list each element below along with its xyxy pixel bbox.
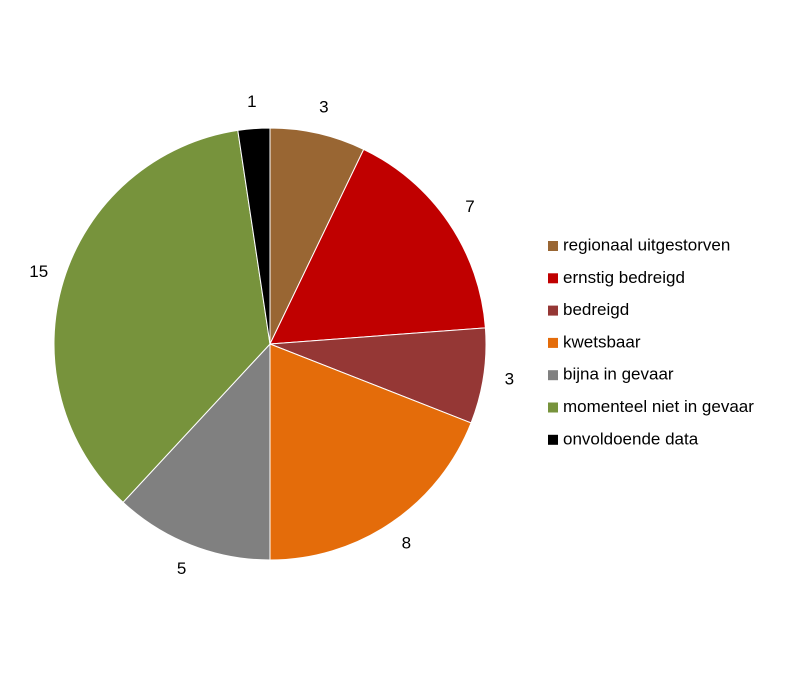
legend-label: kwetsbaar [563,332,641,351]
pie-slice [269,343,472,561]
legend-swatch [548,241,558,251]
data-label: 15 [29,262,48,281]
data-label: 8 [402,533,411,552]
legend-label: regionaal uitgestorven [563,235,730,254]
legend-label: onvoldoende data [563,429,699,448]
legend-label: ernstig bedreigd [563,268,685,287]
legend-swatch [548,402,558,413]
legend-label: bijna in gevaar [563,365,674,384]
data-label: 1 [247,92,256,111]
legend-label: momenteel niet in gevaar [563,397,754,416]
pie-slice [237,127,271,345]
data-label: 3 [505,370,514,389]
pie-slice [122,342,271,561]
data-label: 5 [177,559,186,578]
legend-swatch [548,434,558,445]
legend-swatch [548,273,558,284]
legend-label: bedreigd [563,300,629,319]
pie-slice [53,129,271,504]
data-label: 3 [319,98,328,117]
legend-swatch [548,337,558,348]
legend-swatch [548,305,558,316]
legend-swatch [548,370,558,381]
pie-slice [269,148,486,345]
data-label: 7 [465,197,474,216]
